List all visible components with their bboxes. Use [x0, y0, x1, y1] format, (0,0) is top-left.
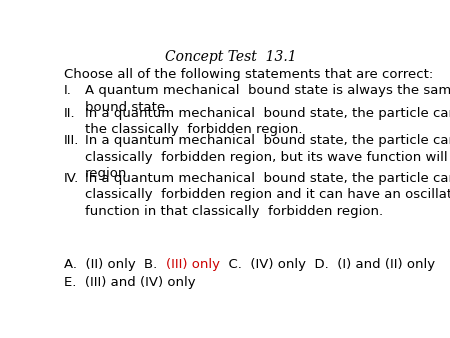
Text: B.: B. — [144, 258, 166, 271]
Text: Concept Test  13.1: Concept Test 13.1 — [165, 50, 297, 64]
Text: I.: I. — [64, 84, 72, 97]
Text: E.  (III) and (IV) only: E. (III) and (IV) only — [64, 276, 196, 289]
Text: II.: II. — [64, 107, 76, 120]
Text: (III) only: (III) only — [166, 258, 220, 271]
Text: A quantum mechanical  bound state is always the same as a classical
bound state.: A quantum mechanical bound state is alwa… — [85, 84, 450, 114]
Text: Choose all of the following statements that are correct:: Choose all of the following statements t… — [64, 68, 433, 81]
Text: A.  (II) only: A. (II) only — [64, 258, 144, 271]
Text: C.  (IV) only  D.  (I) and (II) only: C. (IV) only D. (I) and (II) only — [220, 258, 435, 271]
Text: In a quantum mechanical  bound state, the particle can be found in the
classical: In a quantum mechanical bound state, the… — [85, 134, 450, 180]
Text: IV.: IV. — [64, 172, 79, 185]
Text: III.: III. — [64, 134, 79, 147]
Text: In a quantum mechanical  bound state, the particle can be found in the
classical: In a quantum mechanical bound state, the… — [85, 172, 450, 218]
Text: In a quantum mechanical  bound state, the particle cannot be found in
the classi: In a quantum mechanical bound state, the… — [85, 107, 450, 137]
